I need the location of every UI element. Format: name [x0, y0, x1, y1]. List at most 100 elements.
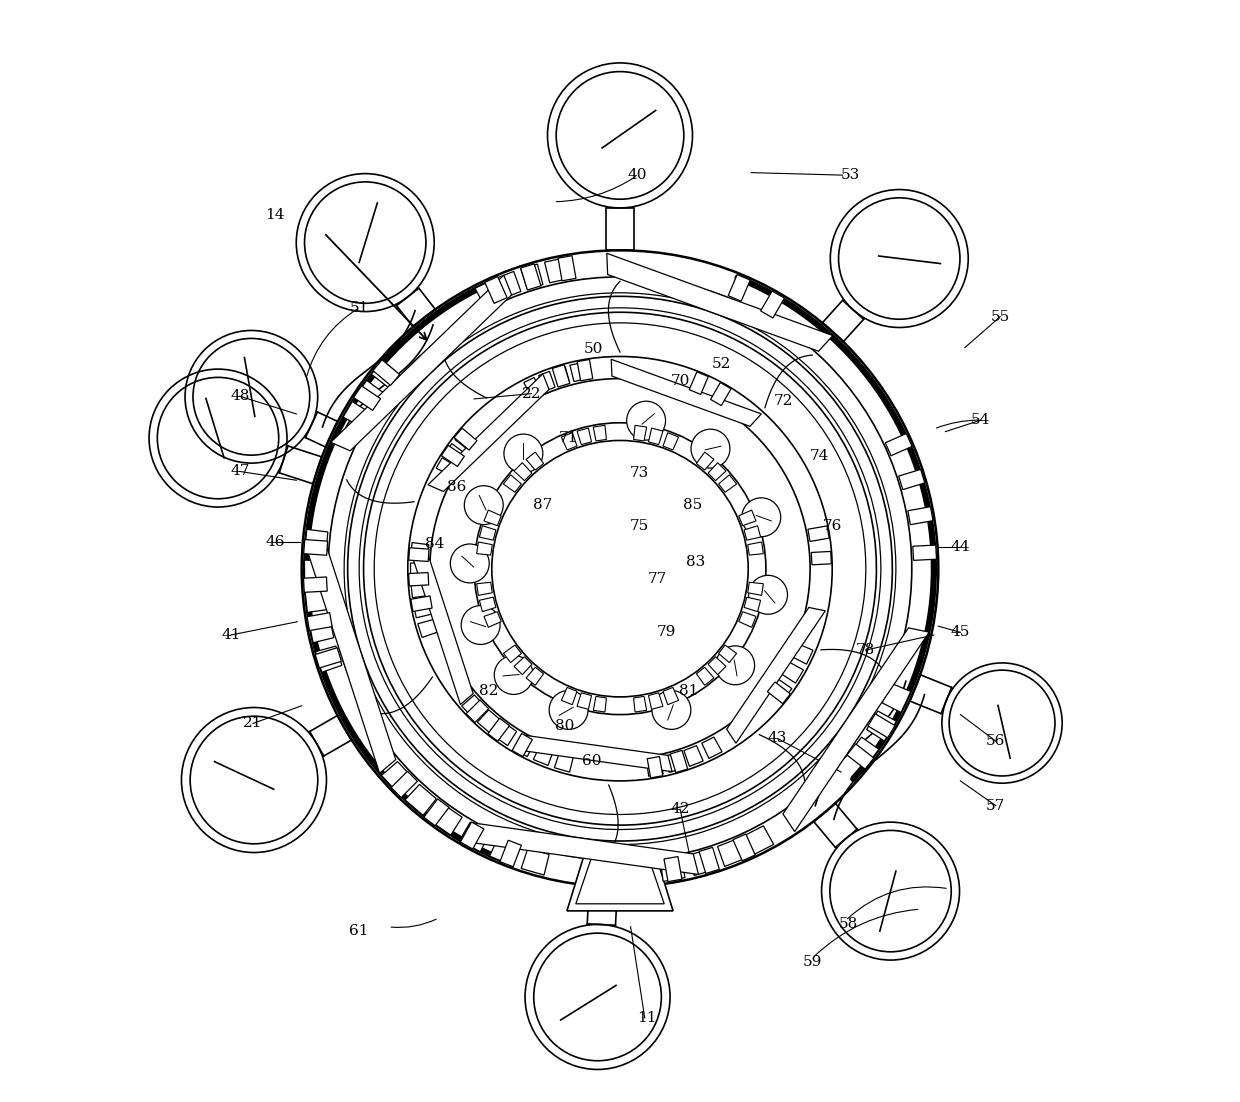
- Circle shape: [742, 498, 781, 537]
- Polygon shape: [460, 822, 490, 852]
- Polygon shape: [808, 526, 830, 541]
- Circle shape: [450, 544, 490, 583]
- Text: 40: 40: [627, 169, 647, 182]
- Polygon shape: [304, 540, 327, 555]
- Polygon shape: [409, 573, 429, 586]
- Polygon shape: [606, 253, 833, 352]
- Text: 72: 72: [774, 393, 794, 408]
- Polygon shape: [660, 857, 684, 882]
- Polygon shape: [554, 367, 569, 386]
- Circle shape: [503, 434, 543, 473]
- Polygon shape: [760, 291, 785, 318]
- Text: 44: 44: [951, 540, 970, 553]
- Polygon shape: [523, 378, 541, 398]
- Text: 45: 45: [951, 625, 970, 639]
- Text: 82: 82: [480, 683, 498, 698]
- Polygon shape: [476, 582, 492, 595]
- Polygon shape: [305, 529, 327, 552]
- Text: 54: 54: [971, 413, 991, 428]
- Polygon shape: [460, 823, 698, 875]
- Polygon shape: [331, 276, 512, 451]
- Polygon shape: [441, 445, 465, 466]
- Polygon shape: [848, 737, 879, 768]
- Polygon shape: [410, 596, 432, 612]
- Text: 86: 86: [446, 480, 466, 495]
- Text: 41: 41: [221, 628, 241, 642]
- Polygon shape: [770, 679, 792, 701]
- Polygon shape: [410, 552, 474, 704]
- Text: 78: 78: [856, 644, 875, 657]
- Text: 50: 50: [584, 343, 603, 356]
- Polygon shape: [356, 380, 383, 407]
- Circle shape: [626, 401, 666, 440]
- Polygon shape: [480, 597, 496, 612]
- Polygon shape: [480, 526, 496, 540]
- Polygon shape: [689, 371, 708, 395]
- Polygon shape: [513, 735, 534, 757]
- Polygon shape: [477, 710, 500, 733]
- Circle shape: [691, 429, 730, 468]
- Polygon shape: [697, 668, 714, 685]
- Text: 74: 74: [810, 449, 828, 463]
- Polygon shape: [353, 386, 381, 410]
- Text: 61: 61: [350, 925, 370, 938]
- Polygon shape: [315, 646, 342, 672]
- Polygon shape: [515, 463, 532, 480]
- Polygon shape: [768, 682, 790, 704]
- Text: 43: 43: [768, 732, 787, 745]
- Polygon shape: [461, 695, 485, 717]
- Polygon shape: [908, 507, 932, 525]
- Polygon shape: [418, 619, 438, 637]
- Polygon shape: [699, 847, 719, 874]
- Text: 46: 46: [265, 536, 285, 549]
- Polygon shape: [497, 271, 521, 298]
- Polygon shape: [526, 452, 543, 471]
- Polygon shape: [391, 771, 418, 798]
- Polygon shape: [593, 696, 606, 712]
- Polygon shape: [521, 264, 543, 289]
- Text: 71: 71: [559, 431, 578, 445]
- Polygon shape: [733, 834, 755, 861]
- Polygon shape: [515, 657, 532, 674]
- Polygon shape: [305, 560, 326, 582]
- Polygon shape: [503, 475, 521, 493]
- Circle shape: [464, 486, 503, 525]
- Polygon shape: [410, 542, 429, 558]
- Polygon shape: [577, 428, 591, 444]
- Text: 70: 70: [671, 375, 689, 388]
- Polygon shape: [649, 428, 663, 444]
- Polygon shape: [711, 382, 732, 406]
- Polygon shape: [745, 825, 774, 854]
- Polygon shape: [666, 753, 683, 773]
- Polygon shape: [708, 657, 725, 674]
- Polygon shape: [308, 613, 332, 630]
- Polygon shape: [562, 433, 577, 450]
- Circle shape: [461, 605, 500, 645]
- Polygon shape: [868, 714, 895, 737]
- Circle shape: [549, 691, 588, 730]
- Text: 51: 51: [350, 301, 368, 315]
- Text: 59: 59: [804, 955, 822, 969]
- Polygon shape: [466, 700, 489, 723]
- Polygon shape: [521, 263, 541, 290]
- Text: 79: 79: [656, 625, 676, 639]
- Polygon shape: [485, 277, 507, 303]
- Polygon shape: [728, 274, 750, 301]
- Polygon shape: [744, 597, 760, 612]
- Polygon shape: [476, 542, 492, 555]
- Polygon shape: [409, 548, 429, 562]
- Polygon shape: [782, 628, 929, 832]
- Text: 14: 14: [265, 208, 285, 222]
- Text: 73: 73: [630, 466, 649, 480]
- Polygon shape: [577, 359, 593, 381]
- Polygon shape: [575, 857, 665, 904]
- Text: 48: 48: [231, 389, 249, 403]
- Text: 87: 87: [532, 498, 552, 512]
- Polygon shape: [634, 696, 647, 712]
- Polygon shape: [304, 577, 327, 592]
- Polygon shape: [649, 693, 663, 710]
- Polygon shape: [708, 463, 725, 480]
- Polygon shape: [371, 360, 399, 387]
- Text: 42: 42: [671, 802, 689, 817]
- Polygon shape: [533, 744, 554, 766]
